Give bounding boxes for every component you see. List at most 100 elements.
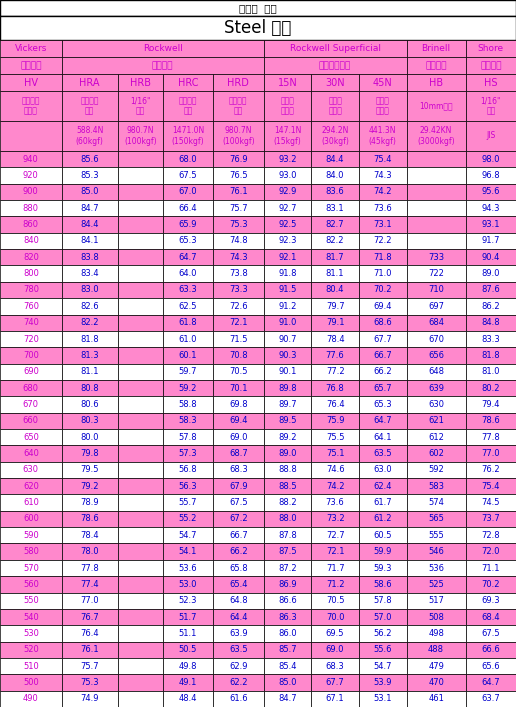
Text: 49.1: 49.1 (179, 678, 197, 687)
Text: 81.0: 81.0 (481, 367, 500, 376)
Bar (118, 200, 163, 216)
Bar (163, 445, 213, 462)
Bar (213, 691, 264, 707)
Bar (465, 57, 516, 74)
Bar (264, 494, 311, 510)
Bar (407, 184, 465, 200)
Text: 940: 940 (23, 155, 39, 164)
Text: 76.9: 76.9 (229, 155, 248, 164)
Bar (62, 282, 118, 298)
Text: 61.6: 61.6 (229, 694, 248, 703)
Text: 64.8: 64.8 (229, 596, 248, 605)
Bar (311, 298, 359, 315)
Bar (264, 691, 311, 707)
Text: 294.2N
(30kgf): 294.2N (30kgf) (321, 127, 349, 146)
Bar (213, 380, 264, 397)
Bar (118, 527, 163, 544)
Text: 71.7: 71.7 (326, 563, 345, 573)
Bar (407, 216, 465, 233)
Bar (62, 151, 118, 168)
Text: 560: 560 (23, 580, 39, 589)
Text: 56.3: 56.3 (179, 481, 197, 491)
Bar (213, 560, 264, 576)
Bar (264, 609, 311, 625)
Text: 93.2: 93.2 (278, 155, 297, 164)
Bar (465, 510, 516, 527)
Bar (311, 576, 359, 592)
Bar (118, 397, 163, 413)
Bar (118, 298, 163, 315)
Text: 72.1: 72.1 (326, 547, 344, 556)
Bar (0, 641, 62, 658)
Text: 62.4: 62.4 (374, 481, 392, 491)
Text: 612: 612 (428, 433, 444, 442)
Bar (311, 74, 359, 91)
Bar (0, 380, 62, 397)
Text: 60.1: 60.1 (179, 351, 197, 360)
Bar (118, 429, 163, 445)
Bar (118, 494, 163, 510)
Bar (359, 560, 407, 576)
Text: 74.5: 74.5 (481, 498, 500, 507)
Bar (62, 380, 118, 397)
Bar (62, 265, 118, 282)
Bar (465, 462, 516, 478)
Bar (465, 625, 516, 641)
Bar (62, 74, 118, 91)
Bar (407, 200, 465, 216)
Text: 1/16"
钢球: 1/16" 钢球 (130, 96, 151, 116)
Text: 697: 697 (428, 302, 444, 311)
Text: HRB: HRB (130, 78, 151, 88)
Bar (62, 625, 118, 641)
Bar (407, 298, 465, 315)
Text: 92.3: 92.3 (278, 236, 297, 245)
Text: 90.1: 90.1 (278, 367, 297, 376)
Text: 69.8: 69.8 (229, 400, 248, 409)
Bar (118, 363, 163, 380)
Text: 574: 574 (428, 498, 444, 507)
Bar (163, 380, 213, 397)
Bar (163, 397, 213, 413)
Bar (465, 544, 516, 560)
Text: 900: 900 (23, 187, 39, 197)
Text: 金刚石圆
锥体: 金刚石圆 锥体 (229, 96, 248, 116)
Text: Brinell: Brinell (422, 44, 450, 53)
Text: 59.3: 59.3 (374, 563, 392, 573)
Text: 75.9: 75.9 (326, 416, 344, 426)
Text: 66.2: 66.2 (374, 367, 392, 376)
Bar (407, 576, 465, 592)
Text: 76.2: 76.2 (481, 465, 500, 474)
Bar (465, 413, 516, 429)
Text: 72.0: 72.0 (481, 547, 500, 556)
Bar (62, 445, 118, 462)
Text: 53.0: 53.0 (179, 580, 197, 589)
Bar (0, 462, 62, 478)
Text: 78.6: 78.6 (80, 515, 99, 523)
Bar (0, 249, 62, 265)
Bar (163, 315, 213, 331)
Text: 77.6: 77.6 (326, 351, 345, 360)
Text: 82.6: 82.6 (80, 302, 99, 311)
Text: 79.8: 79.8 (80, 449, 99, 458)
Text: 84.1: 84.1 (80, 236, 99, 245)
Bar (465, 527, 516, 544)
Bar (264, 674, 311, 691)
Text: 86.2: 86.2 (481, 302, 500, 311)
Text: 500: 500 (23, 678, 39, 687)
Text: 86.0: 86.0 (278, 629, 297, 638)
Bar (311, 674, 359, 691)
Bar (465, 641, 516, 658)
Text: 71.1: 71.1 (481, 563, 500, 573)
Bar (311, 265, 359, 282)
Bar (359, 445, 407, 462)
Text: 蔗式硬度: 蔗式硬度 (480, 61, 502, 70)
Text: 73.6: 73.6 (374, 204, 392, 213)
Text: 表面洛式硬度: 表面洛式硬度 (319, 61, 351, 70)
Text: 75.4: 75.4 (374, 155, 392, 164)
Text: 89.0: 89.0 (278, 449, 297, 458)
Text: HRA: HRA (79, 78, 100, 88)
Bar (311, 609, 359, 625)
Text: 555: 555 (428, 531, 444, 539)
Text: 90.3: 90.3 (278, 351, 297, 360)
Bar (359, 397, 407, 413)
